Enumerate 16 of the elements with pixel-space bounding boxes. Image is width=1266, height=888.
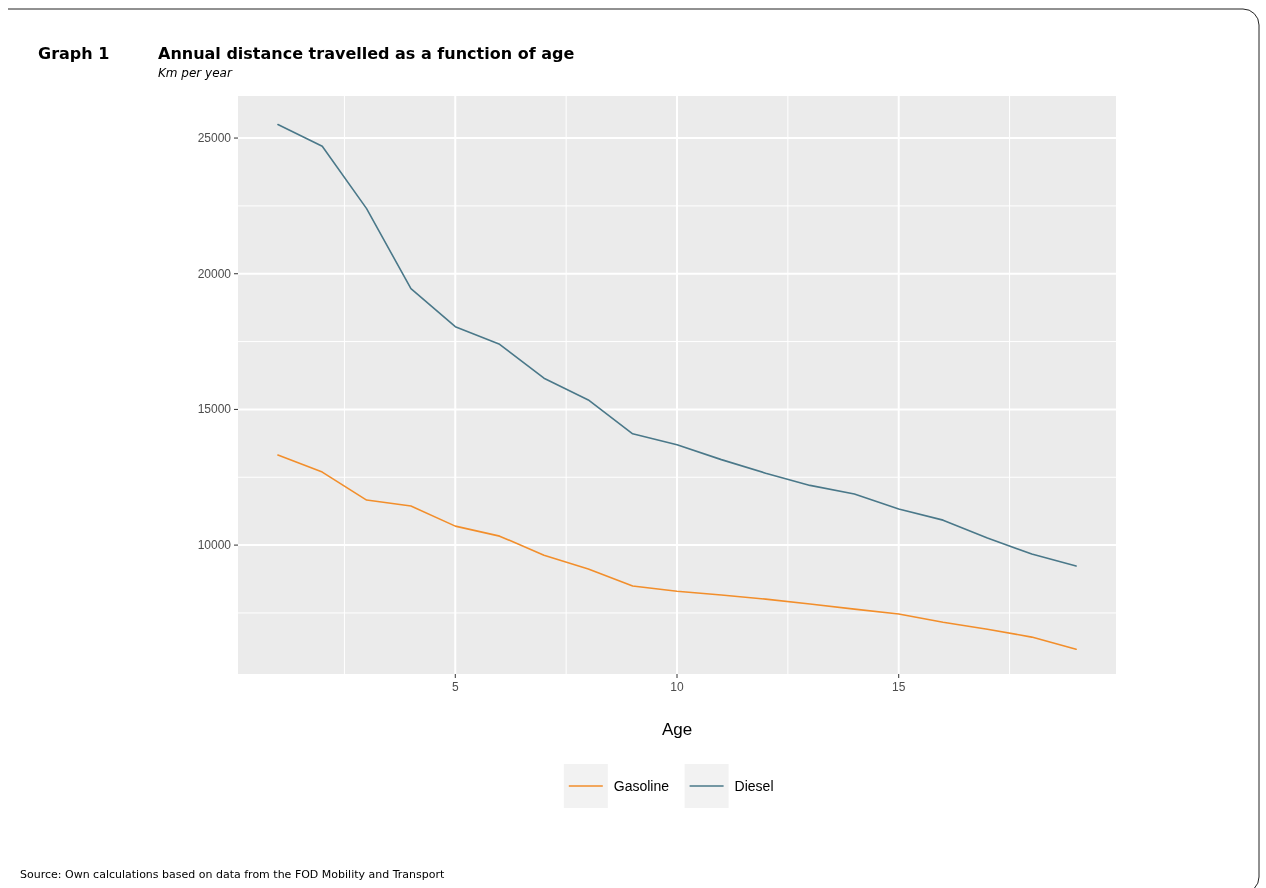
y-tick-label: 20000	[197, 266, 232, 281]
line-series	[277, 123, 1077, 567]
y-tick-label: 15000	[197, 402, 232, 417]
legend-label: Diesel	[734, 778, 774, 794]
x-tick-label: 5	[451, 680, 459, 694]
x-tick-label: 15	[892, 680, 906, 694]
x-tick-label: 10	[670, 680, 684, 694]
chart-subtitle: Km per year	[158, 66, 233, 80]
line-series	[277, 454, 1077, 651]
chart-title: Annual distance travelled as a function of age	[158, 44, 575, 63]
caption: Graph 1	[38, 44, 110, 63]
y-tick-label: 25000	[197, 131, 232, 146]
source-note: Source: Own calculations based on data from the FOD Mobility and Transport	[20, 868, 446, 881]
legend-label: Gasoline	[613, 778, 670, 794]
x-axis-title: Age	[661, 720, 693, 739]
y-tick-label: 10000	[197, 538, 232, 553]
